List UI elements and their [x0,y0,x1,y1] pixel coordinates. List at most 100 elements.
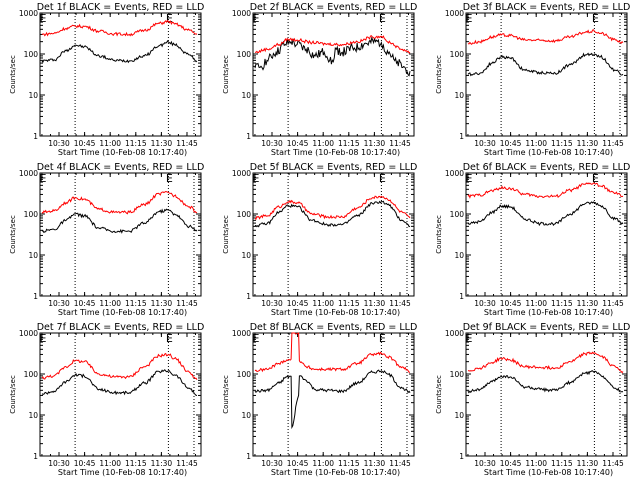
x-axis-label: Start Time (10-Feb-08 10:17:40) [271,148,400,157]
x-axis-label: Start Time (10-Feb-08 10:17:40) [484,148,613,157]
series-lld-line [254,332,410,373]
y-tick-label: 1 [33,452,38,461]
y-tick-label: 1000 [19,9,38,18]
e-marker: E [379,332,386,345]
x-tick-label: 10:30 [261,299,283,308]
panel-title: Det 9f BLACK = Events, RED = LLD [463,322,631,333]
x-tick-label: 11:30 [577,459,599,468]
x-tick-label: 10:45 [500,299,522,308]
panel-title: Det 1f BLACK = Events, RED = LLD [37,2,205,13]
series-events-line [467,370,624,394]
x-tick-label: 11:45 [389,139,411,148]
y-tick-label: 100 [237,370,252,379]
y-tick-label: 10 [454,411,464,420]
y-tick-label: 100 [237,50,252,59]
x-tick-label: 10:45 [287,139,309,148]
y-tick-label: 100 [450,50,465,59]
x-tick-label: 11:15 [551,459,573,468]
y-tick-label: 1 [33,292,38,301]
series-events-line [467,52,624,77]
y-tick-label: 1 [246,452,251,461]
x-tick-label: 10:30 [48,299,70,308]
x-tick-label: 10:45 [500,139,522,148]
y-tick-label: 1 [459,132,464,141]
panel-title: Det 4f BLACK = Events, RED = LLD [37,162,205,173]
x-axis-label: Start Time (10-Feb-08 10:17:40) [271,468,400,477]
x-tick-label: 11:45 [389,299,411,308]
panel-det-4: Det 4f BLACK = Events, RED = LLD 1 10 100 10… [9,162,204,317]
x-tick-label: 10:45 [74,299,96,308]
x-tick-label: 10:45 [287,299,309,308]
e-marker: E [465,172,472,185]
y-tick-label: 10 [28,91,38,100]
y-tick-label: 100 [237,210,252,219]
e-marker: E [166,172,173,185]
x-axis-label: Start Time (10-Feb-08 10:17:40) [271,308,400,317]
x-tick-label: 11:00 [99,459,121,468]
y-tick-label: 100 [24,50,39,59]
x-tick-label: 11:00 [525,459,547,468]
panel-title: Det 3f BLACK = Events, RED = LLD [463,2,631,13]
plot-frame [39,332,202,457]
x-tick-label: 11:00 [99,139,121,148]
x-tick-label: 11:30 [577,139,599,148]
y-tick-label: 10 [28,411,38,420]
series-events-line [41,39,198,64]
series-lld-line [254,195,411,221]
e-marker: E [39,332,46,345]
e-marker: E [465,12,472,25]
x-tick-label: 10:30 [474,139,496,148]
x-axis-label: Start Time (10-Feb-08 10:17:40) [58,148,187,157]
x-tick-label: 11:00 [525,299,547,308]
y-tick-label: 1000 [445,329,464,338]
x-tick-label: 11:30 [151,299,173,308]
panel-title: Det 7f BLACK = Events, RED = LLD [37,322,205,333]
x-tick-label: 11:00 [312,139,334,148]
panel-title: Det 5f BLACK = Events, RED = LLD [250,162,418,173]
e-marker: E [592,12,599,25]
x-tick-label: 11:45 [602,139,624,148]
x-tick-label: 11:15 [551,139,573,148]
e-marker: E [252,332,259,345]
series-events-line [254,200,411,228]
series-lld-line [467,29,624,46]
plot-frame [465,332,628,457]
y-axis-label: Counts/sec [222,215,230,254]
y-tick-label: 10 [241,91,251,100]
x-tick-label: 10:30 [48,139,70,148]
plot-frame [465,12,628,137]
plot-frame [252,172,415,297]
y-tick-label: 1000 [232,9,251,18]
x-tick-label: 11:30 [364,299,386,308]
series-lld-line [41,352,198,381]
y-tick-label: 1000 [445,9,464,18]
panel-title: Det 2f BLACK = Events, RED = LLD [250,2,418,13]
y-axis-label: Counts/sec [435,375,443,414]
x-tick-label: 10:30 [261,139,283,148]
panel-title: Det 6f BLACK = Events, RED = LLD [463,162,631,173]
e-marker: E [252,12,259,25]
x-axis-label: Start Time (10-Feb-08 10:17:40) [484,468,613,477]
e-marker: E [39,12,46,25]
x-tick-label: 11:15 [125,299,147,308]
y-axis-label: Counts/sec [9,375,17,414]
e-marker: E [379,172,386,185]
x-tick-label: 11:00 [525,139,547,148]
x-tick-label: 10:30 [48,459,70,468]
x-tick-label: 10:45 [74,139,96,148]
x-tick-label: 11:30 [577,299,599,308]
plot-frame [39,172,202,297]
panel-title: Det 8f BLACK = Events, RED = LLD [250,322,418,333]
y-tick-label: 1000 [19,169,38,178]
e-marker: E [592,172,599,185]
y-tick-label: 10 [241,411,251,420]
x-tick-label: 11:15 [338,139,360,148]
x-tick-label: 11:30 [364,459,386,468]
x-tick-label: 11:15 [125,139,147,148]
series-lld-line [41,190,198,215]
e-marker: E [592,332,599,345]
series-events-line [254,35,411,77]
y-axis-label: Counts/sec [435,215,443,254]
x-tick-label: 10:45 [287,459,309,468]
